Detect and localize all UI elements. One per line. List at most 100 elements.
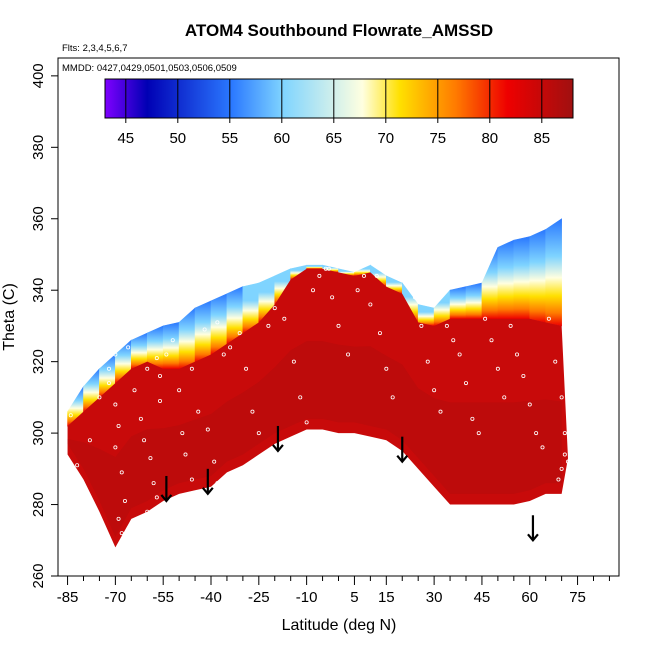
sample-point <box>527 402 532 407</box>
colorbar-tick-label: 60 <box>273 130 290 147</box>
sample-point <box>170 338 175 343</box>
sample-point <box>540 445 545 450</box>
y-axis-label: Theta (C) <box>1 283 18 351</box>
sample-point <box>406 270 411 275</box>
field-upper-band <box>178 307 196 370</box>
sample-point <box>566 459 571 464</box>
sample-point <box>145 366 150 371</box>
sample-point <box>298 395 303 400</box>
sample-point <box>553 359 558 364</box>
sample-point <box>534 431 539 436</box>
sample-point <box>476 431 481 436</box>
colorbar-tick-label: 50 <box>169 130 186 147</box>
field-upper-band <box>545 218 562 327</box>
sample-point <box>164 352 169 357</box>
sample-point <box>126 538 131 543</box>
x-tick-label: 5 <box>350 589 358 606</box>
sample-point <box>457 352 462 357</box>
colorbar: 45 50 55 60 65 70 75 80 85 <box>104 78 574 147</box>
arrow-head <box>201 487 214 496</box>
sample-point <box>119 531 124 536</box>
sample-point <box>215 481 220 486</box>
colorbar-tick-label: 45 <box>117 130 134 147</box>
y-axis: 260 280 300 320 340 360 380 400 <box>30 63 58 589</box>
sample-points <box>68 266 571 543</box>
sample-point <box>196 409 201 414</box>
sample-point <box>157 398 162 403</box>
sample-point <box>361 273 366 278</box>
sample-point <box>244 366 249 371</box>
dates-annotation: MMDD: 0427,0429,0501,0503,0506,0509 <box>62 63 237 74</box>
sample-point <box>368 302 373 307</box>
sample-point <box>212 459 217 464</box>
sample-point <box>346 352 351 357</box>
x-tick-label: -85 <box>57 589 79 606</box>
arrow-head <box>527 533 539 542</box>
x-tick-label: 45 <box>474 589 491 606</box>
sample-point <box>113 402 118 407</box>
sample-point <box>256 431 261 436</box>
sample-point <box>515 352 520 357</box>
sample-point <box>556 477 561 482</box>
sample-point <box>145 509 150 514</box>
x-tick-label: -70 <box>105 589 127 606</box>
colorbar-tick-label: 55 <box>221 130 238 147</box>
sample-point <box>180 431 185 436</box>
sample-point <box>205 427 210 432</box>
sample-point <box>521 373 526 378</box>
sample-point <box>107 366 112 371</box>
sample-point <box>228 345 233 350</box>
arrow-head <box>160 494 173 503</box>
sample-point <box>444 323 449 328</box>
sample-point <box>374 273 379 278</box>
sample-point <box>425 359 430 364</box>
sample-point <box>546 316 551 321</box>
sample-point <box>132 388 137 393</box>
sample-point <box>202 327 207 332</box>
y-tick-label: 340 <box>30 278 47 303</box>
x-tick-label: -40 <box>200 589 222 606</box>
field-upper-band <box>465 282 483 320</box>
y-tick-label: 260 <box>30 563 47 588</box>
x-tick-label: 60 <box>521 589 538 606</box>
sample-point <box>310 288 315 293</box>
arrow-head <box>396 454 409 464</box>
y-tick-label: 360 <box>30 206 47 231</box>
sample-point <box>559 395 564 400</box>
sample-point <box>97 395 102 400</box>
sample-point <box>562 452 567 457</box>
field-upper-band <box>306 264 323 270</box>
colorbar-tick-label: 80 <box>481 130 498 147</box>
sample-point <box>508 323 513 328</box>
x-tick-label: 15 <box>378 589 395 606</box>
sample-point <box>135 516 140 521</box>
sample-point <box>113 445 118 450</box>
sample-point <box>183 452 188 457</box>
field-upper-band <box>481 247 499 320</box>
sample-point <box>122 498 127 503</box>
sample-point <box>250 409 255 414</box>
x-tick-label: -25 <box>248 589 270 606</box>
sample-point <box>157 373 162 378</box>
sample-point <box>116 423 121 428</box>
y-tick-label: 400 <box>30 63 47 88</box>
sample-point <box>470 416 475 421</box>
sample-point <box>463 381 468 386</box>
sample-point <box>304 420 309 425</box>
sample-point <box>384 366 389 371</box>
sample-point <box>142 438 147 443</box>
sample-point <box>291 359 296 364</box>
sample-point <box>259 459 264 464</box>
field-layer <box>67 218 568 548</box>
sample-point <box>266 323 271 328</box>
sample-point <box>282 316 287 321</box>
sample-point <box>489 338 494 343</box>
sample-point <box>107 381 112 386</box>
field-upper-band <box>497 239 515 320</box>
sample-point <box>495 366 500 371</box>
sample-point <box>336 323 341 328</box>
sample-point <box>189 366 194 371</box>
field-upper-band <box>529 229 546 323</box>
tropopause-arrows <box>160 425 539 542</box>
field-core <box>67 341 562 537</box>
